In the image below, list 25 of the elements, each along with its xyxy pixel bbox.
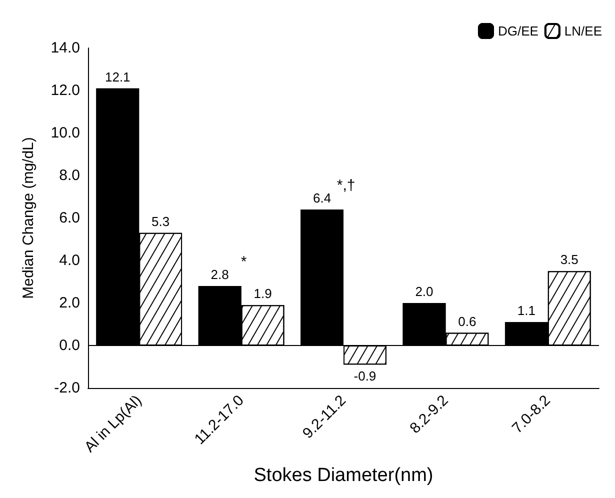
legend-label: LN/EE [564, 24, 602, 38]
data-label: 2.8 [210, 267, 229, 282]
y-tick-label: 8.0 [59, 167, 80, 184]
data-label: 5.3 [152, 214, 170, 229]
y-tick-label: 12.0 [50, 82, 80, 99]
x-axis-title: Stokes Diameter(nm) [254, 465, 434, 486]
y-tick-label: 14.0 [50, 40, 80, 56]
data-label: 3.5 [560, 252, 578, 268]
data-label: 0.6 [458, 314, 476, 329]
y-tick-label: 0.0 [59, 337, 80, 354]
legend-label: DG/EE [498, 24, 539, 38]
y-tick-label: 4.0 [59, 252, 80, 269]
data-label: 2.0 [415, 284, 434, 299]
data-label: -0.9 [354, 368, 376, 384]
annotation: * [240, 254, 247, 270]
y-tick-label: 6.0 [59, 210, 80, 226]
data-label: 1.1 [517, 303, 536, 318]
y-tick-label: 2.0 [59, 294, 80, 312]
y-tick-label: -2.0 [54, 380, 80, 396]
y-tick-label: 10.0 [50, 124, 80, 142]
data-label: 1.9 [254, 286, 272, 302]
annotation: *,† [336, 177, 356, 194]
y-axis-title: Median Change (mg/dL) [20, 137, 37, 299]
data-label: 6.4 [313, 190, 332, 206]
data-label: 12.1 [104, 69, 130, 84]
